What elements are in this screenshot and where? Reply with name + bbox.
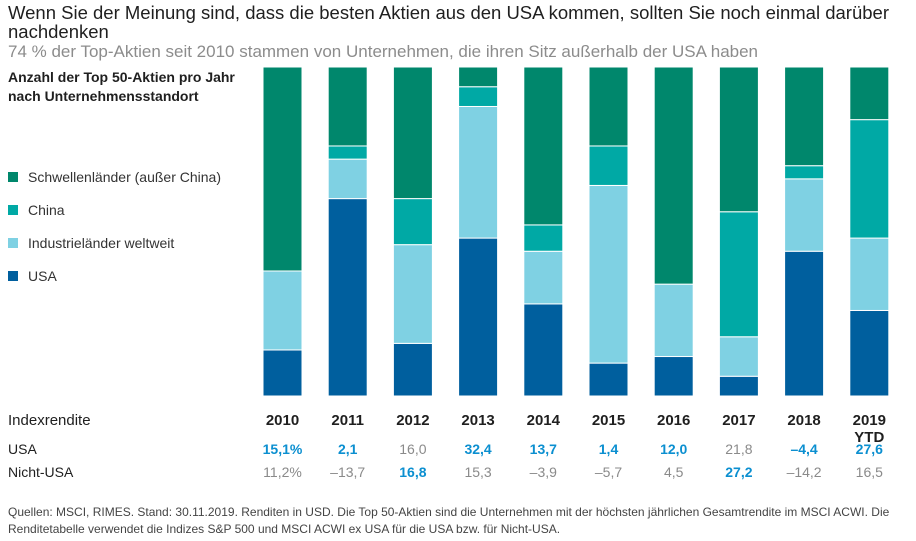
- bar-2011-schwellenländer: [327, 66, 368, 147]
- return-value: 27,2: [725, 464, 753, 480]
- legend-swatch-usa: [8, 270, 18, 281]
- chart-subtitle: 74 % der Top-Aktien seit 2010 stammen vo…: [8, 42, 759, 61]
- bar-2019-ytd-usa: [849, 309, 890, 397]
- bar-2010-usa: [262, 349, 303, 397]
- bar-2013-schwellenländer: [458, 66, 499, 88]
- bar-2016-usa: [653, 356, 694, 397]
- bar-2014-industrieländer: [523, 250, 564, 305]
- legend-item-developed: Industrieländer weltweit: [8, 226, 221, 259]
- footnote: Quellen: MSCI, RIMES. Stand: 30.11.2019.…: [8, 505, 890, 536]
- bar-2017-usa: [718, 375, 759, 397]
- bar-2013-china: [458, 86, 499, 107]
- bar-2016-industrieländer: [653, 283, 694, 358]
- legend-label-developed: Industrieländer weltweit: [28, 234, 175, 251]
- return-value: 16,0: [399, 441, 427, 457]
- return-value: –13,7: [330, 464, 366, 480]
- year-label: 2019 YTD: [852, 412, 886, 446]
- bar-2015-schwellenländer: [588, 66, 629, 147]
- bar-2015-industrieländer: [588, 184, 629, 364]
- legend-item-emerging: Schwellenländer (außer China): [8, 160, 221, 193]
- legend-label-usa: USA: [28, 267, 57, 284]
- legend-label-emerging: Schwellenländer (außer China): [28, 168, 221, 185]
- legend-swatch-china: [8, 204, 18, 215]
- return-value: –4,4: [790, 441, 818, 457]
- return-value: 32,4: [464, 441, 492, 457]
- bar-2012-industrieländer: [392, 244, 433, 344]
- table-header-row: Indexrendite 2010 2011 2012 2013 2014 2015 2016…: [0, 412, 916, 446]
- bar-2018-schwellenländer: [784, 66, 825, 167]
- bar-2010-schwellenländer: [262, 66, 303, 272]
- legend-swatch-emerging: [8, 171, 18, 182]
- bar-2018-china: [784, 165, 825, 180]
- table-row: USA 15,1% 2,1 16,0 32,4 13,7 1,4 12,0 21,8 –4,4 27…: [0, 441, 916, 461]
- return-value: 11,2%: [263, 464, 302, 480]
- return-value: –14,2: [786, 464, 822, 480]
- year-label: 2015: [591, 412, 626, 429]
- bar-2011-industrieländer: [327, 158, 368, 200]
- return-value: 15,1%: [262, 441, 303, 457]
- chart-title: Wenn Sie der Meinung sind, dass die best…: [8, 2, 889, 42]
- bar-2014-china: [523, 224, 564, 252]
- bar-2012-china: [392, 198, 433, 246]
- bar-2015-china: [588, 145, 629, 186]
- bar-2011-china: [327, 145, 368, 160]
- year-label: 2014: [526, 412, 560, 429]
- year-label: 2018: [787, 412, 821, 429]
- bar-2010-industrieländer: [262, 270, 303, 351]
- return-value: 16,8: [399, 464, 427, 480]
- return-value: –3,9: [529, 464, 557, 480]
- bar-2013-industrieländer: [458, 105, 499, 239]
- bar-2013-usa: [458, 237, 499, 397]
- legend-item-china: China: [8, 193, 221, 226]
- legend-label-china: China: [28, 201, 65, 218]
- return-value: 12,0: [660, 441, 688, 457]
- year-label: 2012: [396, 412, 430, 429]
- year-label: 2011: [331, 412, 364, 429]
- bar-2019-ytd-china: [849, 119, 890, 239]
- bar-2019-ytd-industrieländer: [849, 237, 890, 311]
- bar-2012-usa: [392, 342, 433, 397]
- row-label: Nicht-USA: [8, 464, 74, 480]
- return-value: 16,5: [855, 464, 883, 480]
- return-value: 15,3: [464, 464, 492, 480]
- bar-2015-usa: [588, 362, 629, 397]
- return-value: 4,5: [663, 464, 684, 480]
- bar-2012-schwellenländer: [392, 66, 433, 200]
- bar-2016-schwellenländer: [653, 66, 694, 285]
- year-label: 2010: [265, 412, 300, 429]
- bar-2014-schwellenländer: [523, 66, 564, 226]
- bar-2014-usa: [523, 303, 564, 397]
- return-value: 27,6: [855, 441, 883, 457]
- return-value: –5,7: [594, 464, 623, 480]
- bar-2011-usa: [327, 198, 368, 397]
- legend-swatch-developed: [8, 237, 18, 248]
- legend-item-usa: USA: [8, 259, 221, 292]
- table-row: Nicht-USA 11,2% –13,7 16,8 15,3 –3,9 –5,7 4,5 27…: [0, 464, 916, 484]
- y-axis-title: Anzahl der Top 50-Aktien pro Jahr nach U…: [8, 69, 235, 104]
- bar-2017-industrieländer: [718, 336, 759, 377]
- bar-2018-usa: [784, 250, 825, 397]
- bar-2017-schwellenländer: [718, 66, 759, 213]
- return-value: 2,1: [337, 441, 358, 457]
- return-value: 13,7: [529, 441, 557, 457]
- year-label: 2017: [722, 412, 756, 429]
- bar-2017-china: [718, 211, 759, 338]
- legend: Schwellenländer (außer China) China Indu…: [8, 160, 221, 292]
- year-label: 2013: [461, 412, 495, 429]
- year-label: 2016: [657, 412, 691, 429]
- row-label: USA: [8, 441, 37, 457]
- stacked-bar-chart: [262, 66, 890, 397]
- table-header-label: Indexrendite: [8, 412, 91, 429]
- return-value: 21,8: [725, 441, 753, 457]
- return-value: 1,4: [598, 441, 619, 457]
- bar-2018-industrieländer: [784, 178, 825, 252]
- bar-2019-ytd-schwellenländer: [849, 66, 890, 121]
